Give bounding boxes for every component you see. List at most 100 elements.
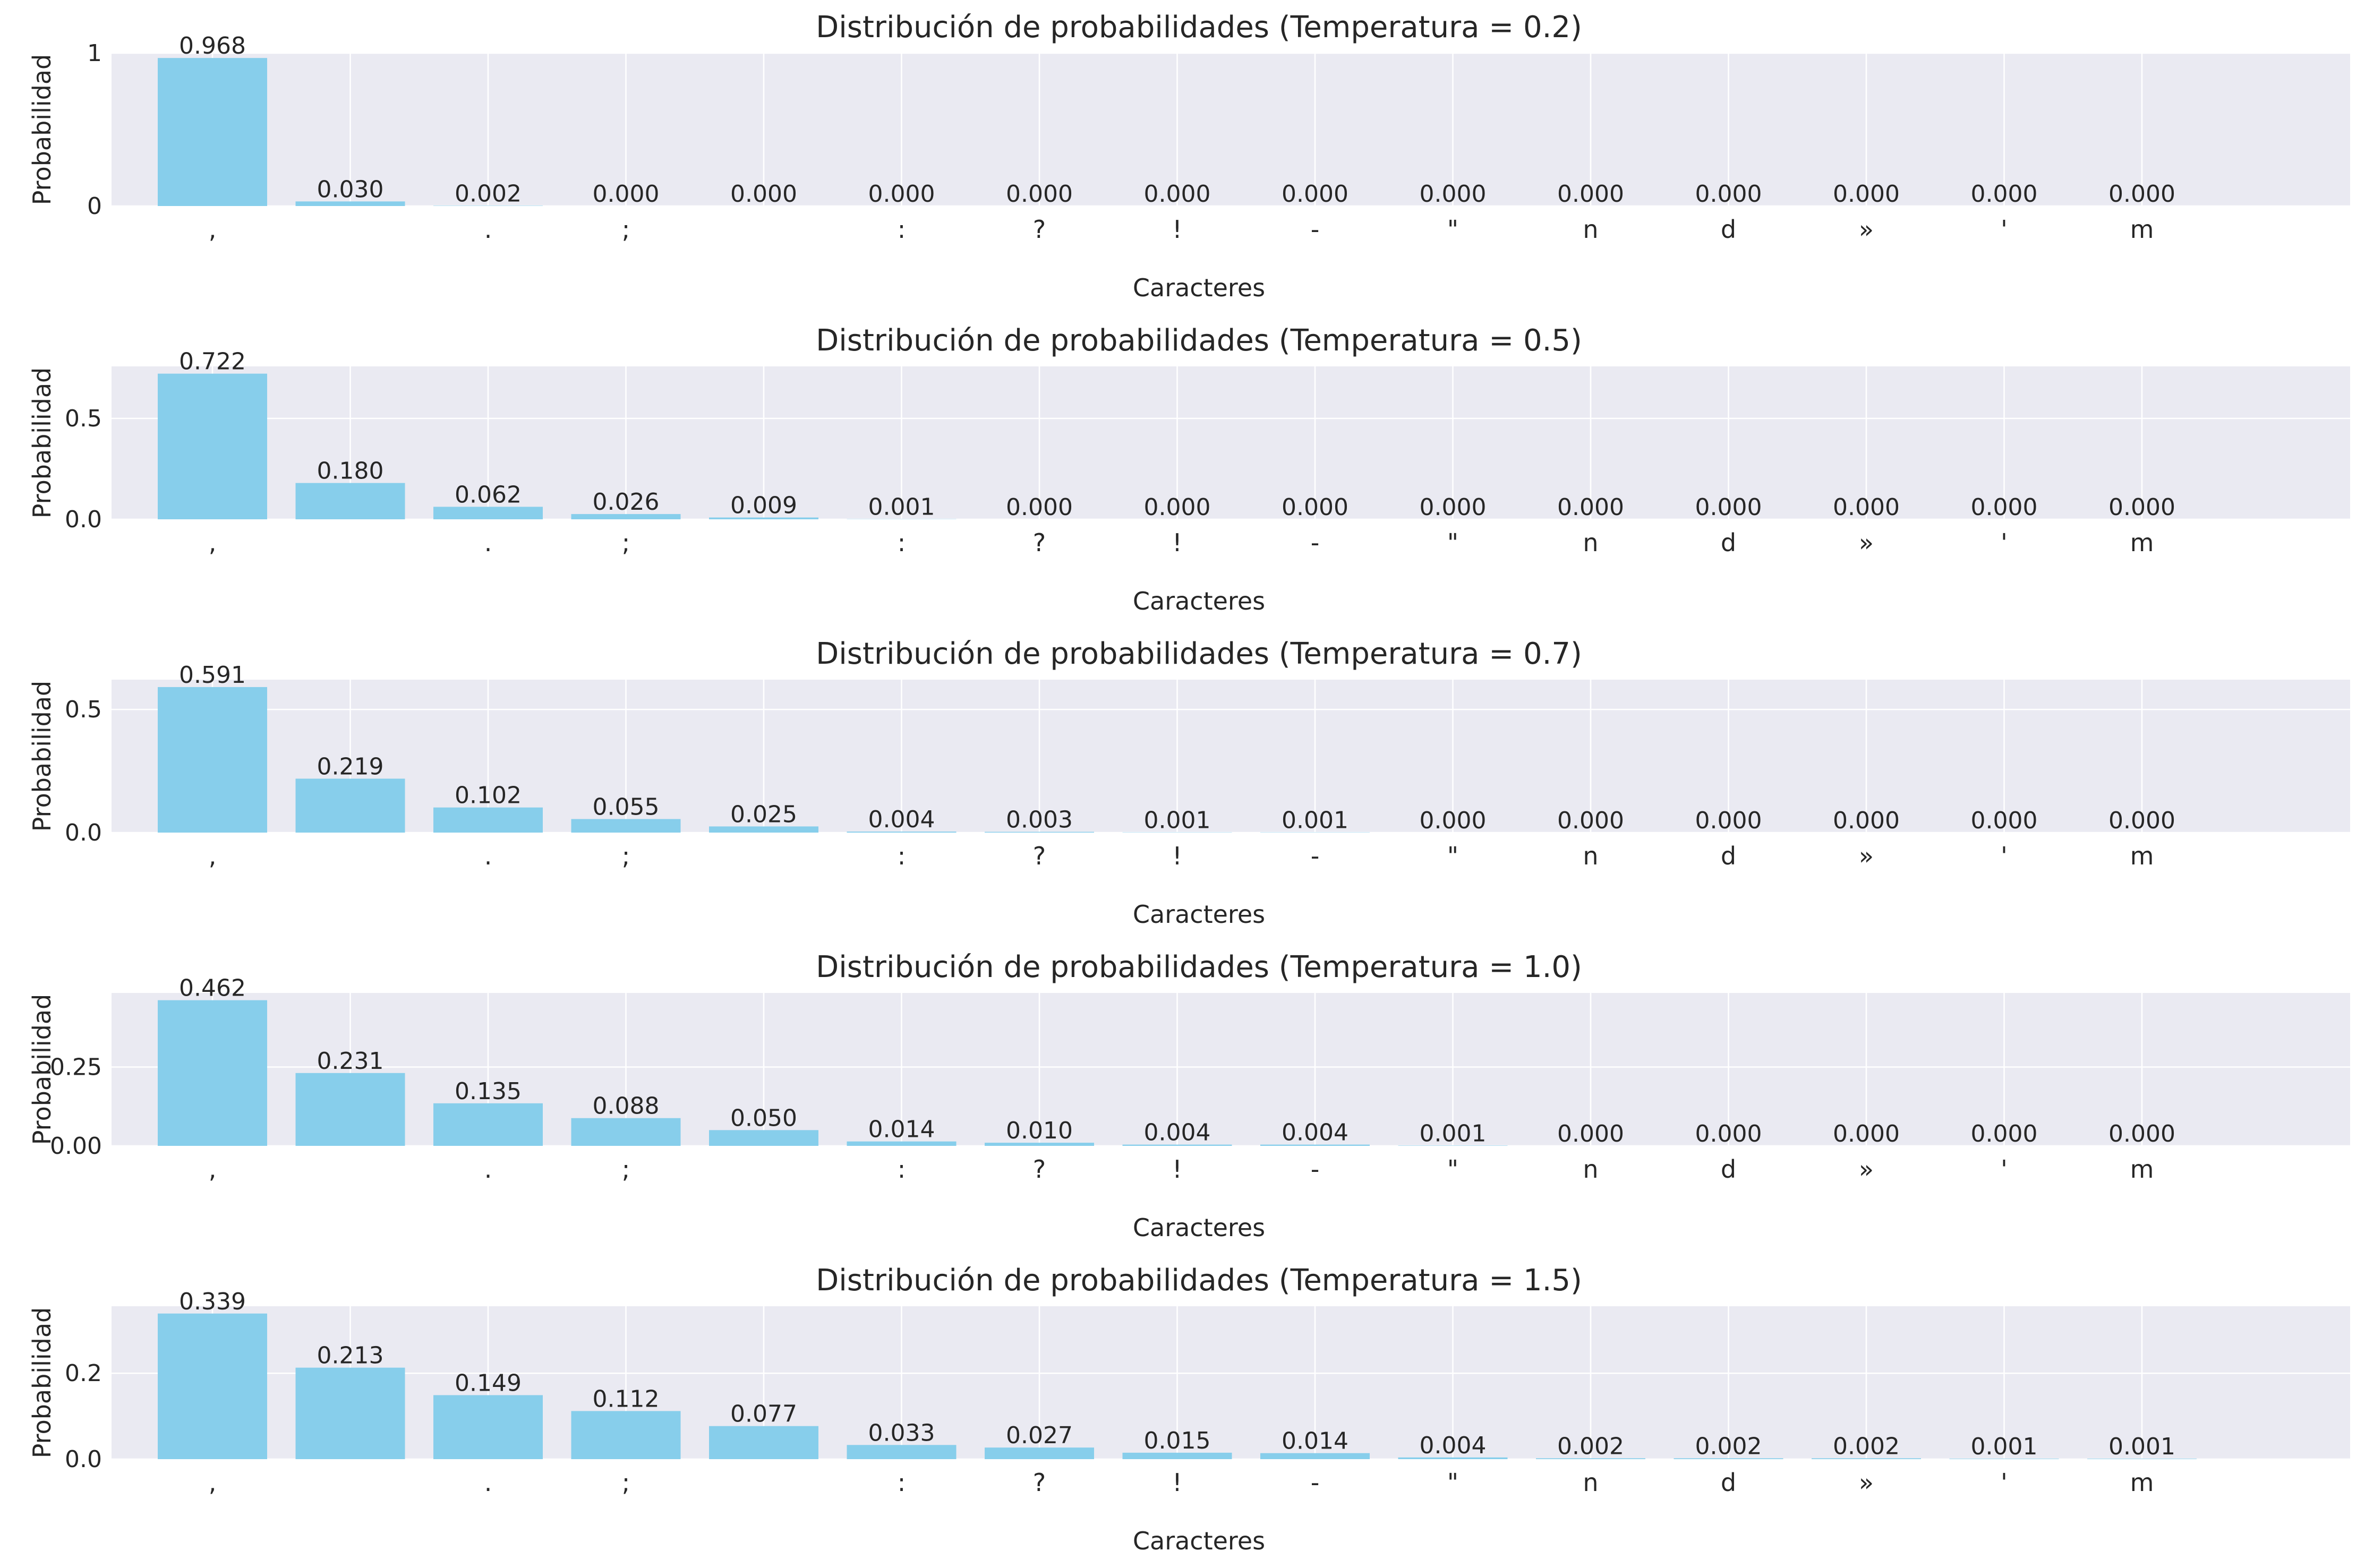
bar-value-label: 0.000 [1971, 807, 2038, 834]
chart-title: Distribución de probabilidades (Temperat… [816, 323, 1582, 358]
bar-value-label: 0.000 [1971, 1120, 2038, 1147]
bar-value-label: 0.462 [179, 975, 246, 1002]
bar [158, 1313, 267, 1459]
bar-value-label: 0.000 [1144, 494, 1211, 521]
bar-value-label: 0.000 [1971, 494, 2038, 521]
x-tick-label: " [1447, 215, 1458, 244]
bar-value-label: 0.001 [868, 494, 935, 521]
x-tick-label: . [484, 528, 492, 557]
plot-area [112, 53, 2350, 206]
bar-value-label: 0.339 [179, 1288, 246, 1315]
x-tick-label: ! [1172, 842, 1182, 870]
x-tick-label: ' [2001, 215, 2008, 244]
x-tick-label: ! [1172, 528, 1182, 557]
bar-value-label: 0.004 [868, 806, 935, 833]
bar [433, 205, 543, 206]
y-tick-label: 0.25 [50, 1054, 102, 1081]
bar [847, 1445, 957, 1459]
chart-title: Distribución de probabilidades (Temperat… [816, 950, 1582, 984]
bar-value-label: 0.000 [1557, 494, 1624, 521]
bar-value-label: 0.000 [1006, 181, 1073, 208]
bar-value-label: 0.000 [1833, 181, 1900, 208]
x-axis-label: Caracteres [1133, 273, 1265, 302]
bar-value-label: 0.001 [1282, 807, 1348, 834]
y-axis-label: Probabilidad [28, 681, 56, 832]
y-tick-label: 0.0 [65, 506, 102, 533]
bar-value-label: 0.000 [1695, 1120, 1762, 1147]
bar-value-label: 0.000 [1833, 1120, 1900, 1147]
x-tick-label: - [1311, 215, 1320, 244]
bar-value-label: 0.000 [1557, 807, 1624, 834]
bar-value-label: 0.001 [1420, 1120, 1487, 1147]
x-tick-label: ; [622, 1155, 630, 1184]
bar [433, 1395, 543, 1459]
y-tick-label: 1 [87, 40, 102, 67]
bar-value-label: 0.027 [1006, 1422, 1073, 1449]
y-tick-label: 0.00 [50, 1133, 102, 1160]
x-tick-label: ' [2001, 1155, 2008, 1184]
x-tick-label: ! [1172, 215, 1182, 244]
bar [1536, 1458, 1645, 1459]
x-tick-label: . [484, 215, 492, 244]
bar-value-label: 0.026 [593, 489, 660, 516]
x-tick-label: : [898, 1468, 906, 1497]
bar [158, 687, 267, 833]
bar-value-label: 0.000 [1971, 181, 2038, 208]
y-tick-label: 0 [87, 193, 102, 220]
x-axis-label: Caracteres [1133, 900, 1265, 929]
subplot-temperature-1: 0.0 0.5 0.722, 0.180 0.062. 0.026; 0.009 0.00… [28, 323, 2350, 615]
bar [985, 832, 1094, 833]
bar [1260, 1144, 1370, 1146]
bar [709, 826, 818, 833]
x-tick-label: " [1447, 1155, 1458, 1184]
y-tick-label: 0.0 [65, 819, 102, 846]
bar-value-label: 0.000 [730, 181, 797, 208]
bar-value-label: 0.030 [317, 176, 384, 203]
bar-value-label: 0.722 [179, 348, 246, 375]
bar [709, 517, 818, 519]
x-tick-label: , [209, 528, 217, 557]
x-tick-label: ? [1033, 1155, 1046, 1184]
x-tick-label: - [1311, 1155, 1320, 1184]
x-tick-label: - [1311, 528, 1320, 557]
x-tick-label: m [2130, 842, 2154, 870]
bar [1398, 1457, 1508, 1459]
x-tick-label: , [209, 215, 217, 244]
plot-area [112, 366, 2350, 519]
x-tick-label: ' [2001, 528, 2008, 557]
bar-value-label: 0.000 [1557, 1120, 1624, 1147]
x-tick-label: . [484, 1155, 492, 1184]
bar-value-label: 0.050 [730, 1104, 797, 1132]
x-tick-label: » [1859, 1468, 1874, 1497]
x-tick-label: " [1447, 528, 1458, 557]
bar-value-label: 0.000 [1557, 181, 1624, 208]
bar [985, 1447, 1094, 1459]
y-tick-label: 0.0 [65, 1446, 102, 1473]
x-tick-label: ? [1033, 215, 1046, 244]
x-tick-label: , [209, 1155, 217, 1184]
bar [1122, 1144, 1232, 1146]
bar [433, 807, 543, 833]
x-axis-label: Caracteres [1133, 1527, 1265, 1555]
x-tick-label: » [1859, 215, 1874, 244]
x-tick-label: d [1721, 528, 1736, 557]
subplot-temperature-3: 0.00 0.25 0.462, 0.231 0.135. 0.088; 0.050 0.… [28, 950, 2350, 1242]
bar [1122, 1452, 1232, 1459]
bar [433, 507, 543, 519]
bar-value-label: 0.003 [1006, 807, 1073, 834]
x-tick-label: : [898, 1155, 906, 1184]
bar-value-label: 0.231 [317, 1048, 384, 1075]
x-tick-label: , [209, 1468, 217, 1497]
y-axis-label: Probabilidad [28, 1307, 56, 1459]
bar [295, 778, 405, 833]
bar [295, 483, 405, 519]
bar-value-label: 0.102 [455, 782, 522, 809]
x-tick-label: » [1859, 528, 1874, 557]
x-tick-label: . [484, 1468, 492, 1497]
bar [571, 1118, 681, 1146]
bar-value-label: 0.014 [1282, 1428, 1348, 1455]
x-tick-label: - [1311, 842, 1320, 870]
x-tick-label: » [1859, 1155, 1874, 1184]
x-axis-label: Caracteres [1133, 587, 1265, 615]
x-tick-label: n [1583, 1155, 1598, 1184]
